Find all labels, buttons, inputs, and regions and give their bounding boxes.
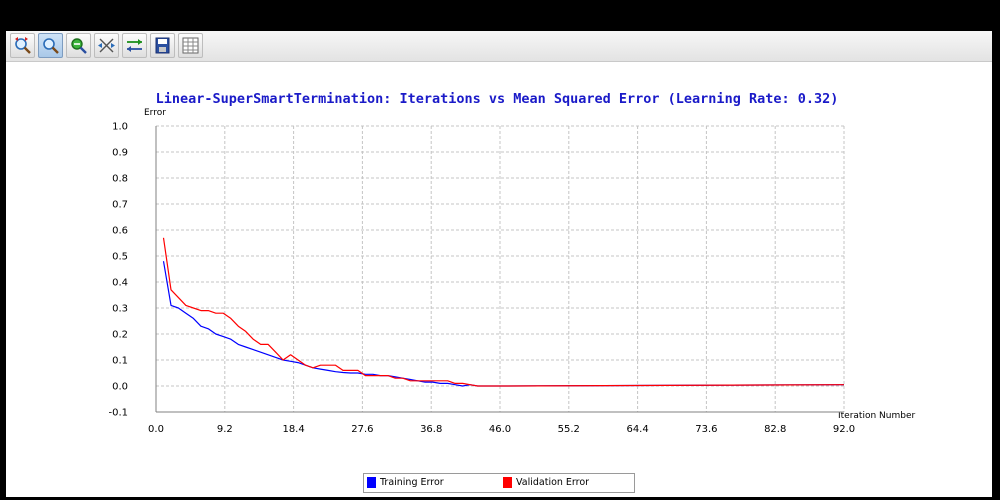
x-tick-label: 64.4 (626, 424, 648, 435)
chart-window: Linear-SuperSmartTermination: Iterations… (6, 31, 992, 497)
x-tick-label: 82.8 (764, 424, 786, 435)
y-tick-label: 0.0 (112, 382, 128, 393)
x-tick-label: 9.2 (217, 424, 233, 435)
legend-label-validation: Validation Error (516, 477, 590, 488)
x-tick-label: 18.4 (282, 424, 304, 435)
y-tick-label: 0.7 (112, 200, 128, 211)
y-tick-label: 0.4 (112, 278, 128, 289)
legend-swatch-training (367, 477, 376, 488)
grid (155, 125, 845, 413)
y-tick-label: 0.3 (112, 304, 128, 315)
y-tick-label: 0.5 (112, 252, 128, 263)
zoom-reset-icon (15, 37, 31, 54)
legend: Training Error Validation Error (363, 473, 635, 493)
x-tick-label: 0.0 (148, 424, 164, 435)
y-tick-label: 0.9 (112, 148, 128, 159)
x-tick-label: 73.6 (695, 424, 717, 435)
set-range-icon (127, 39, 142, 52)
zoom-reset-button[interactable] (10, 33, 35, 58)
x-tick-label: 27.6 (351, 424, 373, 435)
line-chart: Linear-SuperSmartTermination: Iterations… (108, 91, 915, 436)
legend-label-training: Training Error (380, 477, 444, 488)
table-icon (182, 37, 199, 54)
y-tick-label: 1.0 (112, 122, 128, 133)
save-icon (155, 37, 170, 54)
toolbar (6, 31, 992, 62)
chart-title: Linear-SuperSmartTermination: Iterations… (156, 91, 839, 107)
tick-labels: 1.0 0.9 0.8 0.7 0.6 0.5 0.4 0.3 0.2 0.1 0.0 -0.1 0.0… (108, 122, 855, 436)
set-range-button[interactable] (122, 33, 147, 58)
y-tick-label: 0.1 (112, 356, 128, 367)
table-button[interactable] (178, 33, 203, 58)
zoom-out-icon (71, 38, 87, 54)
move-icon (98, 38, 115, 53)
y-tick-label: 0.6 (112, 226, 128, 237)
axes (155, 126, 844, 413)
zoom-icon (43, 38, 59, 54)
y-tick-label: -0.1 (108, 408, 128, 419)
series-line-training (162, 261, 845, 387)
x-tick-label: 36.8 (420, 424, 442, 435)
legend-item-validation: Validation Error (503, 477, 589, 488)
y-tick-label: 0.2 (112, 330, 128, 341)
series-lines (162, 237, 845, 387)
save-button[interactable] (150, 33, 175, 58)
x-tick-label: 55.2 (558, 424, 580, 435)
move-button[interactable] (94, 33, 119, 58)
x-axis-label: Iteration Number (838, 411, 915, 421)
zoom-out-button[interactable] (66, 33, 91, 58)
x-tick-label: 46.0 (489, 424, 511, 435)
series-line-validation (162, 237, 845, 387)
y-axis-label: Error (144, 108, 166, 118)
zoom-button[interactable] (38, 33, 63, 58)
legend-swatch-validation (503, 477, 512, 488)
y-tick-label: 0.8 (112, 174, 128, 185)
x-tick-label: 92.0 (833, 424, 855, 435)
legend-item-training: Training Error (367, 477, 444, 488)
